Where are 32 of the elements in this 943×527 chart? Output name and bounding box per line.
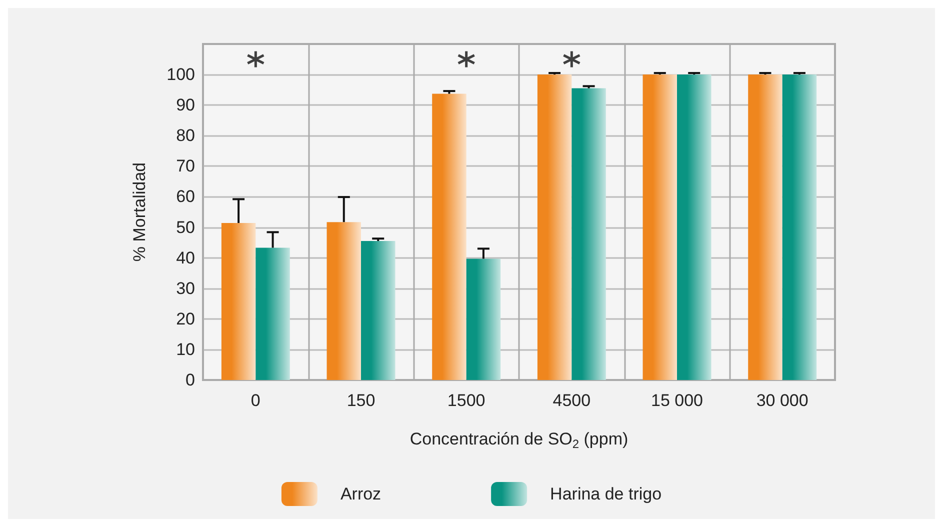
x-tick-label: 0 <box>250 391 260 410</box>
bar <box>326 222 361 380</box>
y-tick-label: 70 <box>176 156 195 176</box>
legend-label: Harina de trigo <box>550 484 662 504</box>
x-tick-label: 4500 <box>552 391 591 410</box>
y-tick-label: 100 <box>166 65 195 84</box>
bar <box>432 94 466 380</box>
bar <box>782 74 817 380</box>
y-tick-label: 80 <box>176 126 195 146</box>
y-tick-label: 0 <box>186 370 195 390</box>
bar <box>361 241 396 380</box>
x-tick-label: 15 000 <box>651 391 703 410</box>
y-tick-label: 90 <box>176 96 195 115</box>
y-axis-title: % Mortalidad <box>130 162 149 262</box>
y-tick-label: 20 <box>176 309 195 328</box>
bar <box>537 74 572 380</box>
y-tick-label: 50 <box>176 218 195 237</box>
bar <box>221 222 256 380</box>
bar <box>642 74 677 380</box>
y-tick-label: 60 <box>176 187 195 206</box>
legend-label: Arroz <box>340 484 382 504</box>
y-tick-label: 10 <box>176 340 195 359</box>
y-tick-label: 30 <box>176 278 195 298</box>
bar <box>748 74 782 380</box>
x-tick-label: 30 000 <box>756 391 808 410</box>
bar <box>677 74 712 380</box>
x-tick-label: 1500 <box>447 391 486 410</box>
bar <box>466 258 501 380</box>
y-tick-label: 40 <box>176 248 195 268</box>
bar <box>572 88 606 380</box>
x-tick-label: 150 <box>346 391 376 410</box>
bar <box>256 248 290 380</box>
